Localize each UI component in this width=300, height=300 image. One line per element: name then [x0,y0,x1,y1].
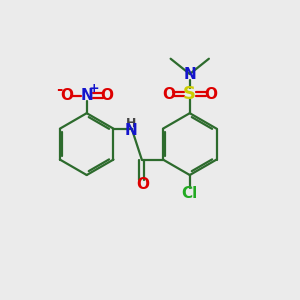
Text: N: N [183,67,196,82]
Text: O: O [60,88,73,103]
Text: -: - [56,82,62,97]
Text: Cl: Cl [182,186,198,201]
Text: H: H [126,117,136,130]
Text: O: O [205,87,218,102]
Text: O: O [137,177,150,192]
Text: O: O [162,87,175,102]
Text: O: O [100,88,113,103]
Text: S: S [183,85,196,103]
Text: N: N [125,123,137,138]
Text: +: + [89,82,99,95]
Text: N: N [80,88,93,103]
